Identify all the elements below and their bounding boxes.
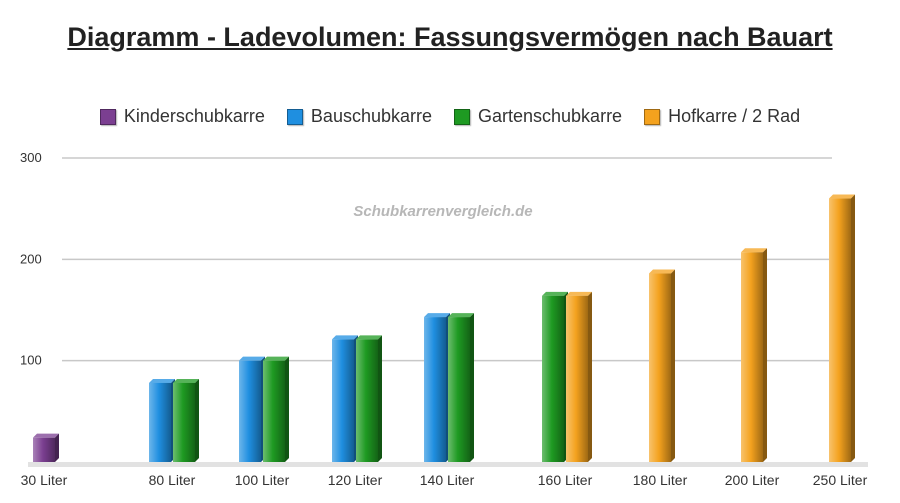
legend-swatch <box>99 108 116 125</box>
legend-label: Gartenschubkarre <box>478 106 623 126</box>
x-tick-label: 80 Liter <box>149 472 196 488</box>
bar <box>424 313 450 462</box>
bar <box>542 291 568 462</box>
bar <box>356 335 382 462</box>
x-tick-label: 30 Liter <box>21 472 68 488</box>
bar <box>741 248 767 462</box>
x-tick-label: 100 Liter <box>235 472 290 488</box>
legend-swatch <box>454 108 470 125</box>
bar <box>239 356 265 462</box>
x-tick-label: 120 Liter <box>328 472 383 488</box>
bar <box>173 378 199 462</box>
x-tick-label: 180 Liter <box>633 472 688 488</box>
watermark: Schubkarrenvergleich.de <box>353 203 532 220</box>
legend-item: Kinderschubkarre <box>99 106 265 127</box>
legend-label: Kinderschubkarre <box>123 106 265 126</box>
bar <box>33 433 59 462</box>
legend-item: Bauschubkarre <box>286 106 432 127</box>
chart-legend: Kinderschubkarre Bauschubkarre Gartenschub… <box>0 106 900 127</box>
bar <box>263 356 289 462</box>
legend-swatch <box>286 108 303 125</box>
x-tick-label: 140 Liter <box>420 472 475 488</box>
bar <box>448 313 474 462</box>
grid-lines <box>28 157 868 467</box>
legend-item: Hofkarre / 2 Rad <box>644 106 800 127</box>
x-tick-label: 200 Liter <box>725 472 780 488</box>
x-tick-label: 160 Liter <box>538 472 593 488</box>
legend-label: Bauschubkarre <box>310 106 432 126</box>
bar <box>332 335 358 462</box>
bars <box>33 194 855 463</box>
bar <box>566 291 592 462</box>
bar <box>649 269 675 462</box>
baseline <box>28 462 868 467</box>
legend-label: Hofkarre / 2 Rad <box>668 106 801 126</box>
y-tick-label: 200 <box>20 251 42 266</box>
y-tick-label: 100 <box>20 353 42 368</box>
bar <box>149 378 175 462</box>
axis-labels: 100 200 300 30 Liter 80 Liter 100 Liter 120 Li… <box>20 150 868 488</box>
bar <box>829 194 855 463</box>
chart-title: Diagramm - Ladevolumen: Fassungsvermögen… <box>67 22 833 52</box>
legend-item: Gartenschubkarre <box>454 106 622 127</box>
y-tick-label: 300 <box>20 150 42 165</box>
x-tick-label: 250 Liter <box>813 472 868 488</box>
legend-swatch <box>644 108 661 125</box>
